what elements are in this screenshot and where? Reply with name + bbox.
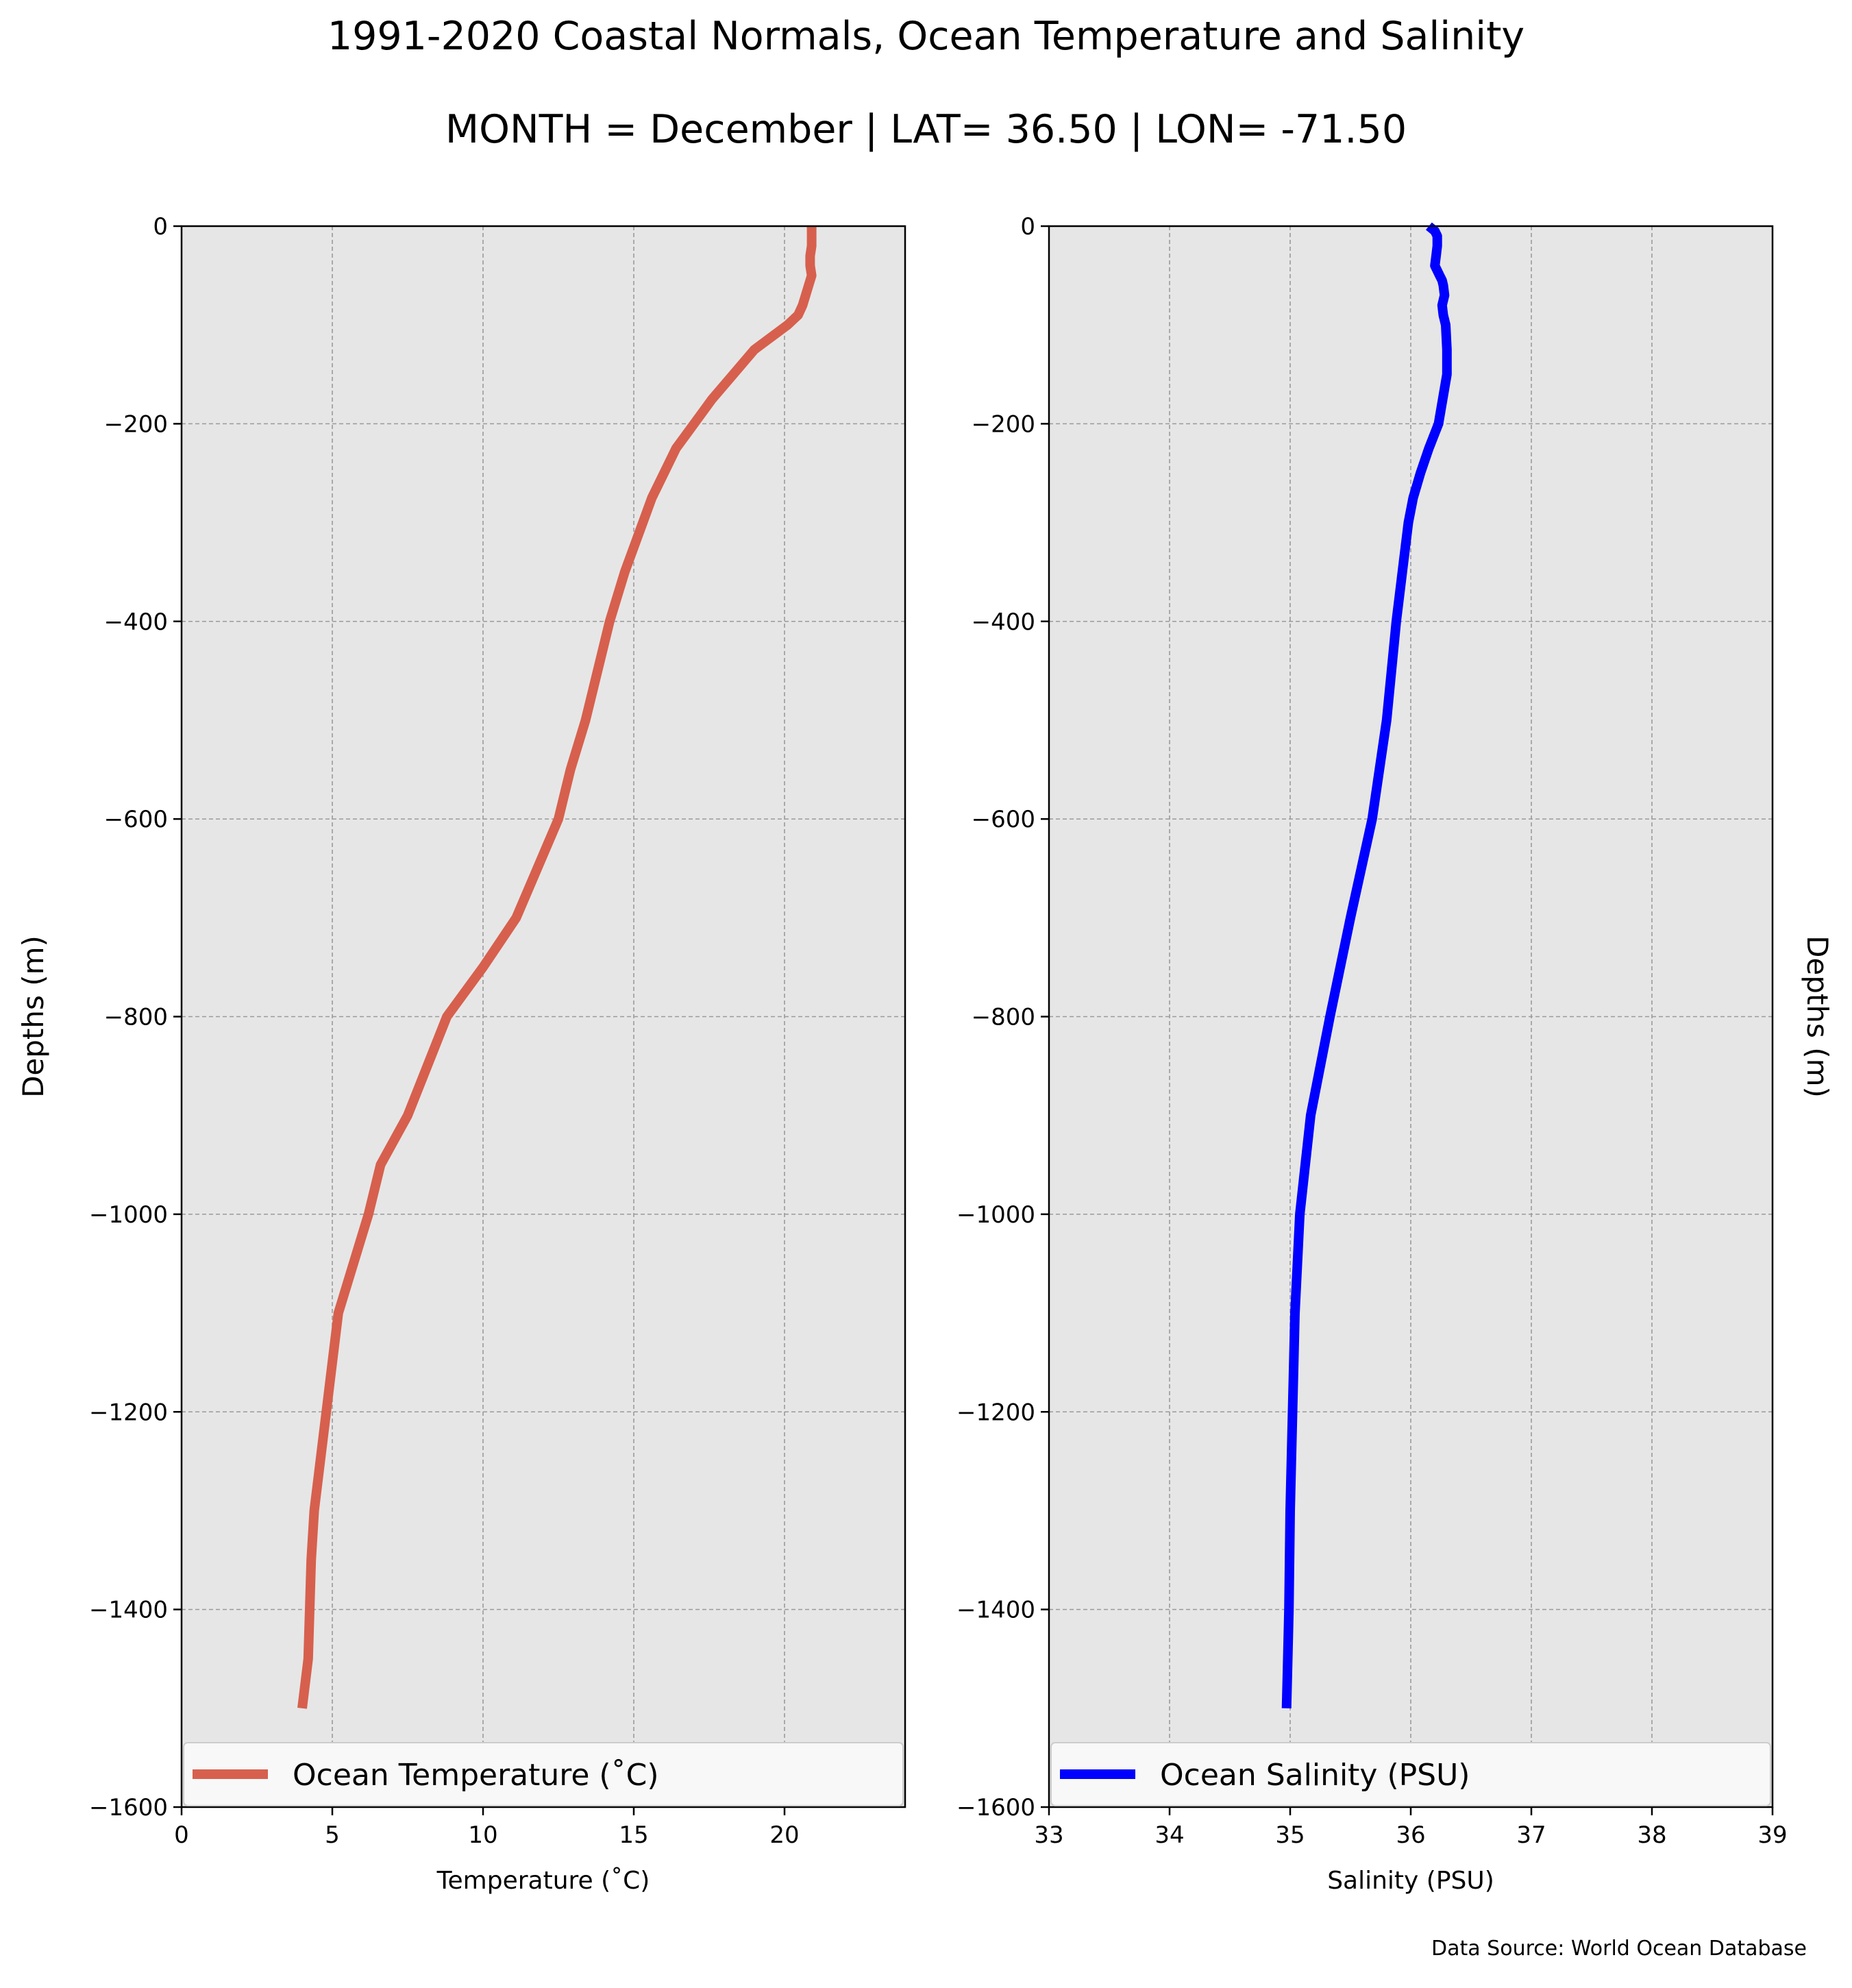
x-tick-label: 36 — [1396, 1821, 1425, 1849]
chart-title: 1991-2020 Coastal Normals, Ocean Tempera… — [327, 14, 1525, 59]
x-tick-label: 38 — [1637, 1821, 1666, 1849]
x-tick-label: 5 — [325, 1821, 340, 1849]
y-tick-label: −400 — [104, 609, 168, 636]
y-tick-label: 0 — [1020, 213, 1035, 241]
y-tick-label: −1200 — [89, 1399, 168, 1426]
x-tick-label: 39 — [1757, 1821, 1787, 1849]
salinity-panel: 33 34 35 36 37 38 39 0 −200 −400 −600 −800 −1000 −120… — [956, 213, 1834, 1895]
x-tick-label: 35 — [1275, 1821, 1305, 1849]
x-axis-label: Salinity (PSU) — [1327, 1867, 1494, 1895]
y-tick-label: −1000 — [89, 1201, 168, 1229]
x-tick-label: 33 — [1034, 1821, 1063, 1849]
legend-label: Ocean Salinity (PSU) — [1160, 1758, 1470, 1793]
legend-box — [1050, 1742, 1771, 1806]
temperature-panel: 0 5 10 15 20 0 −200 −400 −600 −800 −1000 −1200 −1400… — [16, 213, 906, 1895]
y-tick-label: −1400 — [89, 1597, 168, 1624]
y-tick-label: −600 — [104, 806, 168, 833]
x-tick-label: 20 — [769, 1821, 799, 1849]
legend-label: Ocean Temperature (˚C) — [293, 1758, 659, 1793]
legend: Ocean Temperature (˚C) — [183, 1742, 904, 1806]
x-tick-label: 10 — [468, 1821, 497, 1849]
y-tick-label: −800 — [104, 1004, 168, 1031]
chart-subtitle: MONTH = December | LAT= 36.50 | LON= -71… — [445, 107, 1407, 152]
legend: Ocean Salinity (PSU) — [1050, 1742, 1771, 1806]
y-tick-label: 0 — [153, 213, 168, 241]
y-tick-label: −1400 — [956, 1597, 1035, 1624]
plot-area — [182, 226, 905, 1807]
series-line — [1281, 222, 1452, 1708]
y-tick-label: −200 — [972, 410, 1035, 438]
y-axis-label: Depths (m) — [16, 935, 50, 1098]
y-tick-label: −800 — [972, 1004, 1035, 1031]
x-tick-label: 15 — [619, 1821, 648, 1849]
y-tick-label: −1600 — [956, 1794, 1035, 1821]
y-tick-label: −600 — [972, 806, 1035, 833]
y-tick-label: −1600 — [89, 1794, 168, 1821]
y-tick-label: −1200 — [956, 1399, 1035, 1426]
y-tick-label: −200 — [104, 410, 168, 438]
data-source-note: Data Source: World Ocean Database — [1431, 1937, 1807, 1961]
series-line — [297, 226, 817, 1709]
x-axis-label: Temperature (˚C) — [436, 1867, 650, 1895]
y-tick-label: −1000 — [956, 1201, 1035, 1229]
x-tick-label: 37 — [1516, 1821, 1546, 1849]
legend-box — [183, 1742, 904, 1806]
y-tick-label: −400 — [972, 609, 1035, 636]
x-tick-label: 0 — [174, 1821, 189, 1849]
y-axis-label: Depths (m) — [1801, 935, 1834, 1098]
x-tick-label: 34 — [1155, 1821, 1184, 1849]
